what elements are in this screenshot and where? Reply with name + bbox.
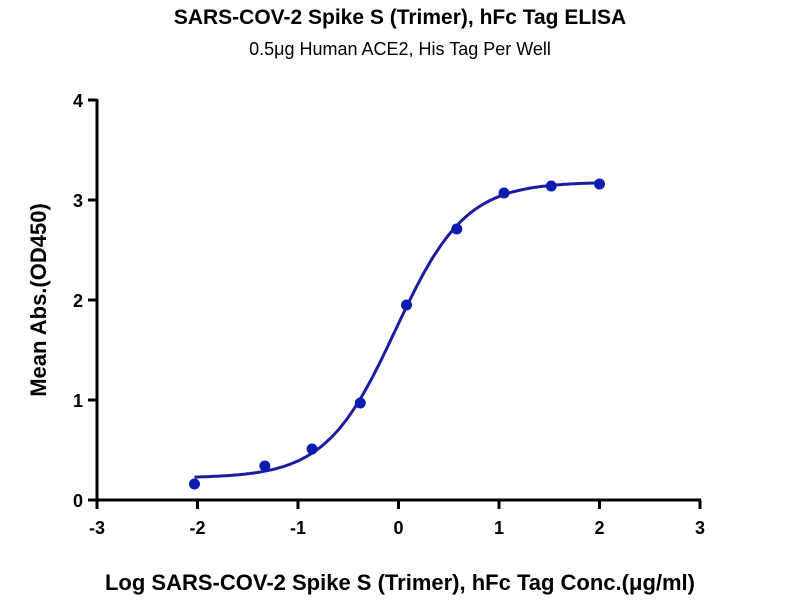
y-tick-label: 4 [73, 91, 83, 111]
x-tick-label: -3 [89, 518, 105, 538]
x-tick-label: 3 [695, 518, 705, 538]
data-point [594, 178, 605, 190]
chart-subtitle: 0.5μg Human ACE2, His Tag Per Well [249, 39, 551, 59]
chart-title: SARS-COV-2 Spike S (Trimer), hFc Tag ELI… [174, 6, 626, 29]
data-point [451, 223, 463, 235]
data-point [354, 397, 366, 409]
x-tick-label: 2 [594, 518, 604, 538]
data-point [306, 443, 318, 455]
fit-curve [194, 181, 600, 479]
data-point [498, 187, 510, 199]
y-tick-label: 2 [73, 291, 83, 311]
data-point [401, 299, 413, 311]
y-axis-label: Mean Abs.(OD450) [26, 203, 51, 397]
data-point [188, 478, 200, 490]
y-tick-label: 0 [73, 491, 83, 511]
x-tick-label: -2 [189, 518, 205, 538]
x-tick-label: 0 [393, 518, 403, 538]
y-tick-label: 3 [73, 191, 83, 211]
x-tick-label: 1 [494, 518, 504, 538]
data-point [545, 180, 557, 192]
y-tick-label: 1 [73, 391, 83, 411]
x-tick-label: -1 [290, 518, 306, 538]
x-axis-label: Log SARS-COV-2 Spike S (Trimer), hFc Tag… [105, 570, 695, 595]
data-point [259, 460, 271, 472]
